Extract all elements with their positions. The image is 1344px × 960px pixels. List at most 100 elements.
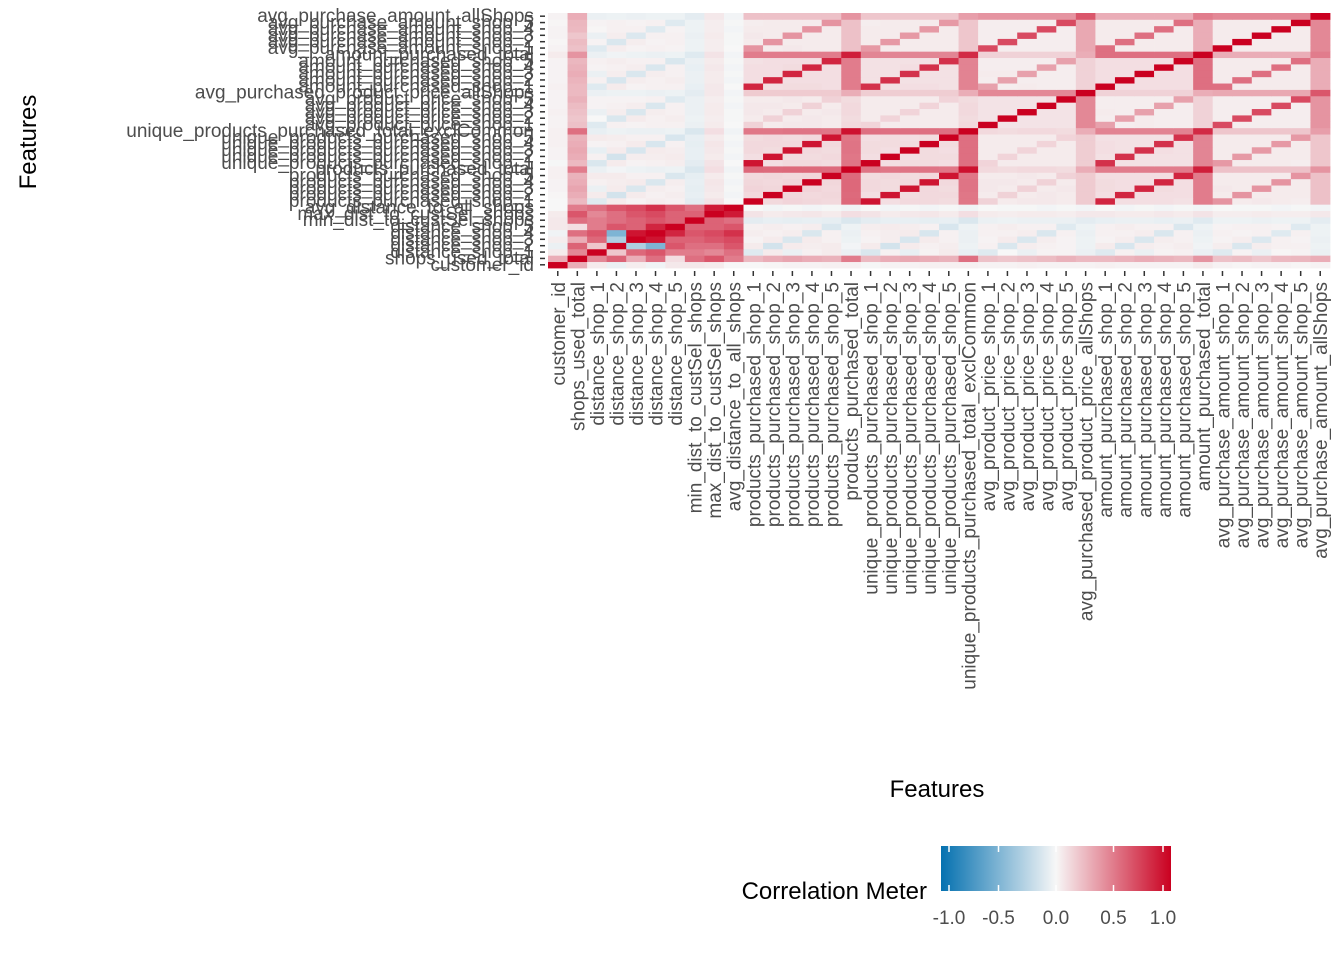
heatmap-cell	[1095, 70, 1116, 78]
heatmap-cell	[1193, 204, 1214, 212]
heatmap-cell	[684, 217, 705, 224]
heatmap-cell	[1212, 191, 1233, 199]
heatmap-cell	[1232, 25, 1253, 33]
heatmap-cell	[841, 146, 862, 154]
heatmap-cell	[1075, 185, 1096, 192]
heatmap-cell	[723, 64, 744, 71]
heatmap-cell	[1036, 38, 1057, 46]
heatmap-cell	[1232, 70, 1253, 78]
y-tick-label: amount_purchased_shop_3	[298, 64, 534, 85]
heatmap-cell	[1173, 70, 1194, 78]
heatmap-cell	[860, 13, 881, 20]
heatmap-cell	[587, 13, 608, 20]
heatmap-cell	[1056, 166, 1077, 173]
heatmap-cell	[606, 172, 627, 180]
heatmap-cell	[1310, 25, 1331, 33]
heatmap-cell	[684, 255, 705, 263]
heatmap-cell	[880, 102, 901, 110]
heatmap-cell	[1036, 261, 1057, 269]
heatmap-cell	[899, 38, 920, 46]
heatmap-cell	[704, 204, 725, 212]
heatmap-cell	[802, 76, 823, 84]
heatmap-cell	[802, 51, 823, 59]
heatmap-cell	[645, 229, 666, 237]
heatmap-cell	[704, 32, 725, 39]
heatmap-cell	[626, 32, 647, 39]
heatmap-cell	[939, 229, 959, 237]
heatmap-cell	[978, 153, 999, 161]
heatmap-cell	[626, 102, 647, 110]
heatmap-cell	[763, 229, 783, 237]
heatmap-cell	[548, 255, 568, 263]
heatmap-cell	[587, 64, 608, 71]
heatmap-cell	[1036, 242, 1057, 250]
heatmap-cell	[1310, 172, 1331, 180]
heatmap-cell	[880, 146, 901, 154]
heatmap-cell	[939, 166, 959, 173]
heatmap-cell	[1232, 57, 1253, 65]
heatmap-cell	[1290, 229, 1311, 237]
heatmap-cell	[1310, 115, 1331, 122]
heatmap-cell	[1075, 248, 1096, 256]
heatmap-cell	[1251, 83, 1272, 90]
heatmap-cell	[821, 51, 842, 59]
heatmap-cell	[841, 185, 862, 192]
heatmap-cell	[958, 172, 979, 180]
heatmap-cell	[704, 19, 725, 27]
heatmap-cell	[1290, 32, 1311, 39]
x-tick-label: products_purchased_shop_4	[803, 282, 824, 528]
heatmap-cell	[782, 223, 803, 231]
heatmap-cell	[626, 25, 647, 33]
heatmap-cell	[841, 13, 862, 20]
heatmap-cell	[1271, 229, 1292, 237]
heatmap-cell	[958, 210, 979, 218]
y-tick-label: products_purchased_shop_1	[289, 191, 534, 212]
heatmap-cell	[1271, 127, 1292, 135]
heatmap-cell	[1056, 51, 1077, 59]
heatmap-cell	[821, 57, 842, 65]
heatmap-cell	[880, 229, 901, 237]
heatmap-cell	[1310, 57, 1331, 65]
heatmap-cell	[978, 13, 999, 20]
heatmap-cell	[978, 223, 999, 231]
heatmap-cell	[782, 185, 803, 192]
heatmap-cell	[1017, 115, 1038, 122]
heatmap-cell	[958, 248, 979, 256]
heatmap-cell	[841, 38, 862, 46]
heatmap-cell	[880, 197, 901, 205]
heatmap-cell	[1173, 57, 1194, 65]
heatmap-cell	[958, 146, 979, 154]
heatmap-cell	[1290, 153, 1311, 161]
heatmap-cell	[763, 108, 783, 116]
heatmap-cell	[1271, 25, 1292, 33]
heatmap-cell	[802, 248, 823, 256]
heatmap-cell	[939, 127, 959, 135]
heatmap-cell	[1017, 76, 1038, 84]
heatmap-cell	[1310, 19, 1331, 27]
heatmap-cell	[548, 159, 568, 167]
heatmap-cell	[821, 64, 842, 71]
heatmap-cell	[1271, 102, 1292, 110]
heatmap-cell	[841, 223, 862, 231]
heatmap-cell	[880, 51, 901, 59]
heatmap-cell	[723, 38, 744, 46]
heatmap-cell	[1056, 115, 1077, 122]
heatmap-cell	[645, 217, 666, 224]
heatmap-cell	[1075, 25, 1096, 33]
heatmap-cell	[860, 172, 881, 180]
heatmap-cell	[1017, 57, 1038, 65]
heatmap-cell	[1271, 51, 1292, 59]
heatmap-cell	[802, 217, 823, 224]
y-tick-label: max_dist_to_custSel_shops	[297, 204, 534, 225]
heatmap-cell	[1271, 95, 1292, 103]
heatmap-cell	[1154, 83, 1174, 90]
heatmap-cell	[899, 210, 920, 218]
heatmap-cell	[1056, 25, 1077, 33]
heatmap-cell	[743, 236, 764, 243]
heatmap-cell	[841, 261, 862, 269]
heatmap-cell	[1036, 64, 1057, 71]
heatmap-cell	[548, 242, 568, 250]
heatmap-cell	[645, 51, 666, 59]
heatmap-cell	[1114, 166, 1135, 173]
heatmap-cell	[919, 83, 940, 90]
